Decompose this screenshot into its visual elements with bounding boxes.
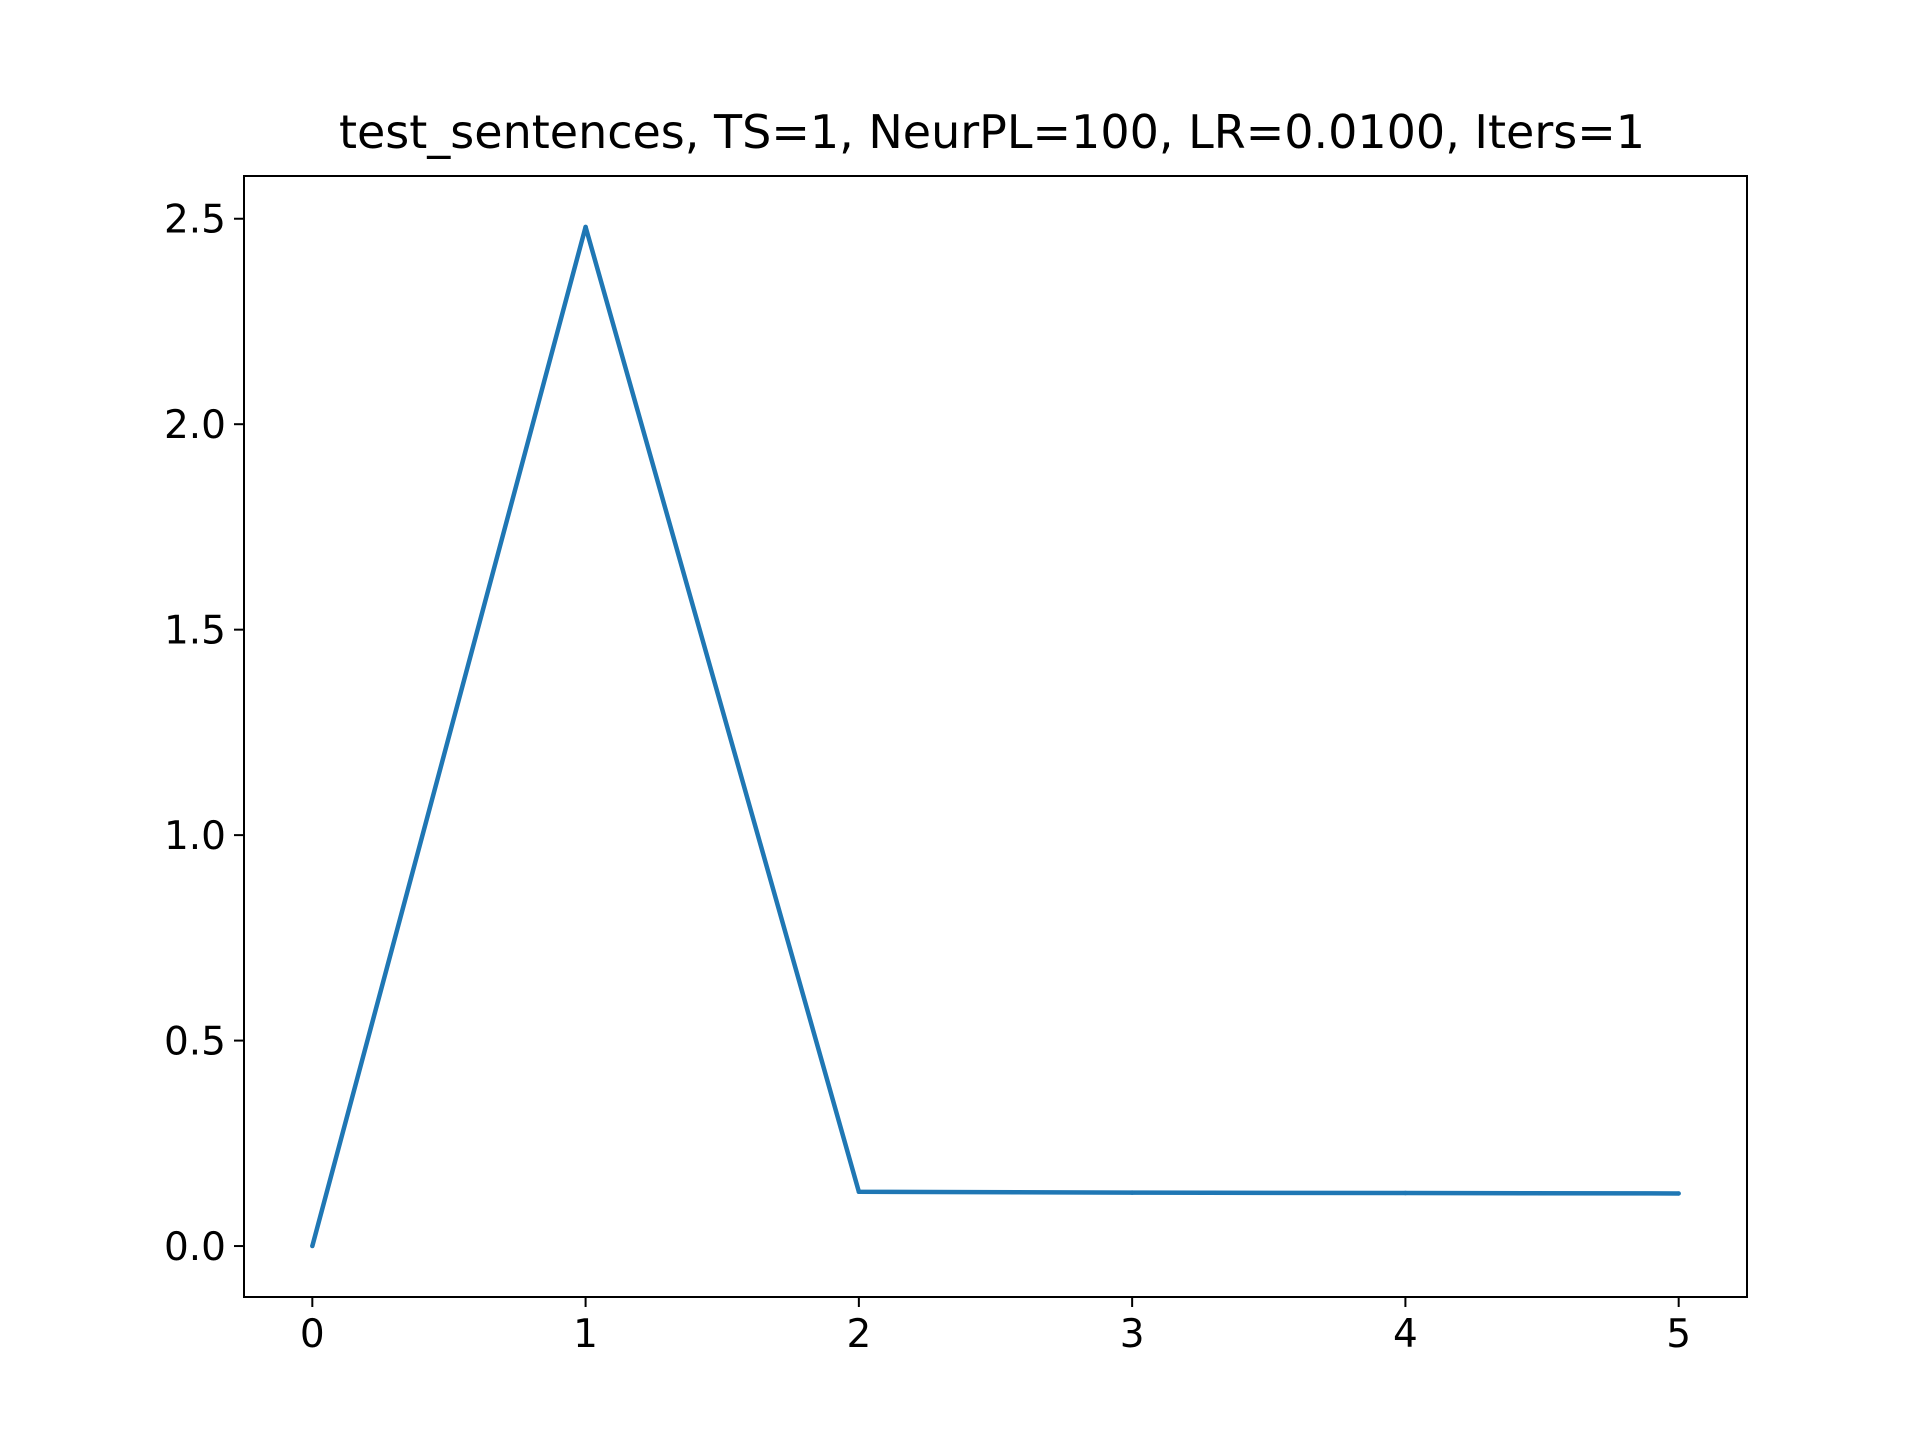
y-tick-label: 0.5 bbox=[164, 1020, 226, 1065]
x-tick-label: 2 bbox=[846, 1312, 871, 1357]
y-tick-label: 2.0 bbox=[164, 403, 226, 448]
x-tick-label: 5 bbox=[1666, 1312, 1691, 1357]
x-tick-label: 4 bbox=[1393, 1312, 1418, 1357]
data-point-3 bbox=[1129, 1190, 1135, 1195]
x-tick-label: 1 bbox=[573, 1312, 598, 1357]
y-tick-label: 1.5 bbox=[164, 609, 226, 654]
x-tick-label: 3 bbox=[1120, 1312, 1145, 1357]
y-tick-label: 2.5 bbox=[164, 198, 226, 243]
data-point-0 bbox=[310, 1243, 315, 1249]
chart-title: test_sentences, TS=1, NeurPL=100, LR=0.0… bbox=[339, 105, 1645, 159]
x-tick-label: 0 bbox=[300, 1312, 325, 1357]
y-tick-label: 1.0 bbox=[164, 814, 226, 859]
data-point-1 bbox=[583, 224, 588, 230]
data-point-5 bbox=[1676, 1191, 1681, 1196]
y-tick-label: 0.0 bbox=[164, 1225, 226, 1270]
plot-area: 0 1 2 3 4 5 0.0 0.5 1.0 1.5 2.0 2.5 bbox=[164, 175, 1748, 1357]
series-line bbox=[310, 224, 1679, 1247]
axes-frame bbox=[243, 175, 1748, 1298]
data-point-4 bbox=[1403, 1190, 1408, 1196]
data-point-2 bbox=[856, 1189, 862, 1195]
